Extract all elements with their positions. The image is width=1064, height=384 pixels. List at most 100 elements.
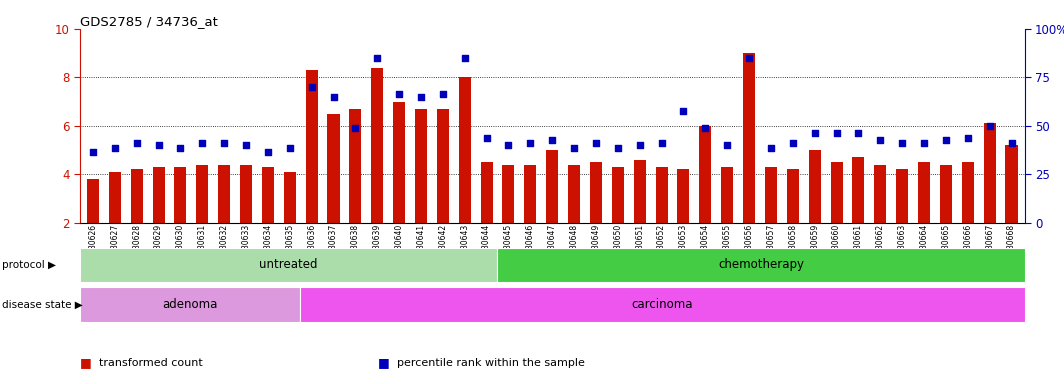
Bar — [497, 248, 1025, 282]
Bar — [109, 172, 121, 223]
Point — [631, 142, 648, 148]
Bar — [300, 287, 1025, 322]
Bar — [568, 164, 580, 223]
Point — [172, 144, 189, 151]
Bar — [328, 114, 339, 223]
Bar — [721, 167, 733, 223]
Point — [653, 140, 670, 146]
Point — [915, 140, 932, 146]
Point — [194, 140, 211, 146]
Point — [610, 144, 627, 151]
Bar — [918, 162, 930, 223]
Text: percentile rank within the sample: percentile rank within the sample — [397, 358, 585, 368]
Point — [697, 125, 714, 131]
Point — [718, 142, 735, 148]
Bar — [131, 169, 143, 223]
Bar — [218, 164, 230, 223]
Point — [807, 130, 824, 136]
Point — [413, 94, 430, 100]
Bar — [831, 162, 843, 223]
Bar — [699, 126, 712, 223]
Bar — [896, 169, 909, 223]
Point — [434, 91, 451, 97]
Bar — [743, 53, 755, 223]
Bar — [80, 287, 300, 322]
Point — [850, 130, 867, 136]
Bar — [196, 164, 209, 223]
Point — [544, 137, 561, 143]
Point — [521, 140, 538, 146]
Point — [960, 135, 977, 141]
Text: disease state ▶: disease state ▶ — [2, 300, 83, 310]
Point — [84, 149, 101, 156]
Point — [260, 149, 277, 156]
Point — [390, 91, 408, 97]
Point — [347, 125, 364, 131]
Point — [937, 137, 954, 143]
Text: ■: ■ — [378, 356, 389, 369]
Point — [303, 84, 320, 90]
Point — [369, 55, 386, 61]
Point — [566, 144, 583, 151]
Bar — [678, 169, 689, 223]
Point — [150, 142, 167, 148]
Bar — [634, 160, 646, 223]
Point — [1003, 140, 1020, 146]
Bar — [305, 70, 318, 223]
Point — [456, 55, 473, 61]
Bar — [502, 164, 515, 223]
Bar — [481, 162, 493, 223]
Bar — [393, 101, 405, 223]
Bar — [940, 164, 952, 223]
Point — [828, 130, 845, 136]
Point — [500, 142, 517, 148]
Bar — [525, 164, 536, 223]
Bar — [655, 167, 667, 223]
Text: carcinoma: carcinoma — [631, 298, 693, 311]
Bar — [875, 164, 886, 223]
Text: GDS2785 / 34736_at: GDS2785 / 34736_at — [80, 15, 218, 28]
Text: untreated: untreated — [260, 258, 318, 271]
Bar — [809, 150, 820, 223]
Point — [281, 144, 298, 151]
Bar — [1005, 145, 1017, 223]
Bar — [174, 167, 186, 223]
Point — [784, 140, 801, 146]
Bar — [262, 167, 273, 223]
Bar — [459, 77, 470, 223]
Text: protocol ▶: protocol ▶ — [2, 260, 56, 270]
Point — [325, 94, 342, 100]
Bar — [612, 167, 624, 223]
Point — [894, 140, 911, 146]
Bar — [437, 109, 449, 223]
Point — [237, 142, 254, 148]
Bar — [962, 162, 974, 223]
Bar — [589, 162, 602, 223]
Bar — [240, 164, 252, 223]
Point — [981, 123, 998, 129]
Bar — [546, 150, 559, 223]
Text: adenoma: adenoma — [162, 298, 217, 311]
Point — [587, 140, 604, 146]
Bar — [80, 248, 497, 282]
Bar — [371, 68, 383, 223]
Bar — [152, 167, 165, 223]
Point — [216, 140, 233, 146]
Point — [128, 140, 145, 146]
Bar — [786, 169, 799, 223]
Text: chemotherapy: chemotherapy — [718, 258, 804, 271]
Bar — [765, 167, 777, 223]
Bar — [852, 157, 864, 223]
Point — [478, 135, 495, 141]
Point — [741, 55, 758, 61]
Text: ■: ■ — [80, 356, 92, 369]
Bar — [983, 123, 996, 223]
Point — [675, 108, 692, 114]
Bar — [349, 109, 362, 223]
Point — [763, 144, 780, 151]
Point — [106, 144, 123, 151]
Point — [871, 137, 888, 143]
Bar — [415, 109, 427, 223]
Text: transformed count: transformed count — [99, 358, 203, 368]
Bar — [284, 172, 296, 223]
